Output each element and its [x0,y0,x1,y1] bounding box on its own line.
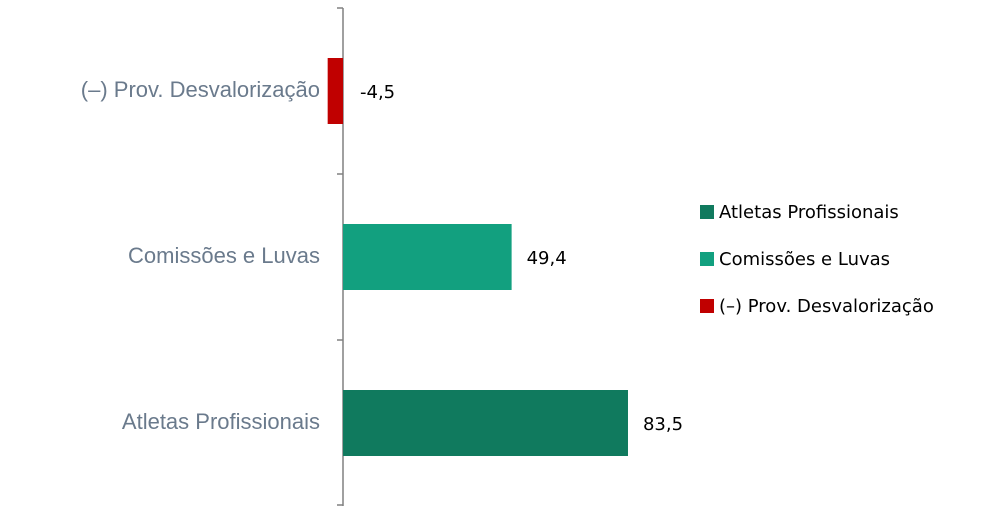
value-label: 49,4 [527,248,567,269]
legend-label: (–) Prov. Desvalorização [719,296,934,317]
legend-label: Atletas Profissionais [719,202,899,223]
category-label: Atletas Profissionais [122,409,320,434]
legend-swatch [700,252,714,266]
bar [343,224,512,290]
legend-swatch [700,205,714,219]
legend-label: Comissões e Luvas [719,249,890,270]
legend-swatch [700,299,714,313]
value-label: -4,5 [360,82,395,103]
category-label: Comissões e Luvas [128,243,320,268]
bar [343,390,628,456]
value-label: 83,5 [643,414,683,435]
category-label: (–) Prov. Desvalorização [81,77,320,102]
bar [327,58,344,124]
